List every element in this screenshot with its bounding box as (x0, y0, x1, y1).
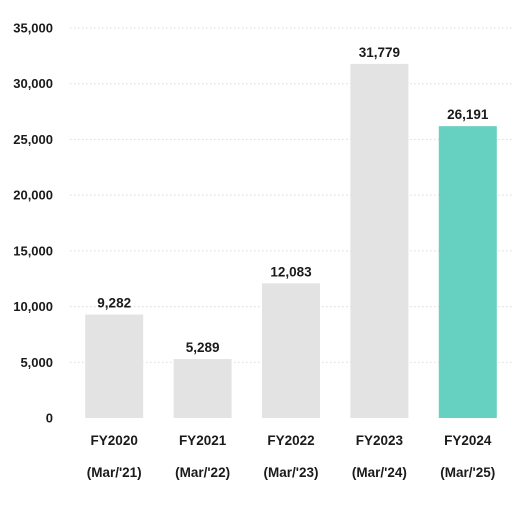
y-tick-label: 25,000 (13, 132, 53, 147)
x-tick-sublabel: (Mar/'21) (87, 465, 142, 480)
data-labels: 9,282 5,289 12,083 31,779 26,191 (97, 45, 489, 355)
data-label: 31,779 (359, 45, 400, 60)
data-label: 9,282 (97, 296, 131, 311)
y-axis-ticks: 0 5,000 10,000 15,000 20,000 25,000 30,000 35,0… (13, 21, 53, 426)
x-tick-sublabel: (Mar/'23) (264, 465, 319, 480)
x-tick-label: FY2020 (91, 433, 138, 448)
bar-fy2020 (85, 314, 144, 418)
x-tick-label: FY2024 (444, 433, 492, 448)
bars (85, 63, 497, 419)
x-tick-label: FY2021 (179, 433, 227, 448)
bar-fy2022 (262, 283, 320, 418)
y-tick-label: 20,000 (13, 188, 53, 203)
y-tick-label: 5,000 (20, 355, 53, 370)
x-tick-sublabel: (Mar/'25) (440, 465, 495, 480)
data-label: 12,083 (270, 264, 312, 279)
data-label: 26,191 (447, 107, 489, 122)
x-tick-sublabel: (Mar/'22) (175, 465, 230, 480)
x-tick-sublabel: (Mar/'24) (352, 465, 407, 480)
bar-fy2021 (173, 359, 232, 418)
bar-fy2023 (350, 63, 409, 418)
x-axis-categories: FY2020 (Mar/'21) FY2021 (Mar/'22) FY2022 (Mar… (87, 433, 496, 480)
y-tick-label: 15,000 (13, 243, 53, 258)
y-tick-label: 35,000 (13, 21, 53, 36)
x-tick-label: FY2023 (356, 433, 404, 448)
data-label: 5,289 (186, 340, 220, 355)
y-tick-label: 0 (46, 411, 53, 426)
x-tick-label: FY2022 (267, 433, 314, 448)
y-tick-label: 10,000 (13, 299, 53, 314)
y-tick-label: 30,000 (13, 76, 53, 91)
bar-fy2024 (438, 126, 497, 419)
